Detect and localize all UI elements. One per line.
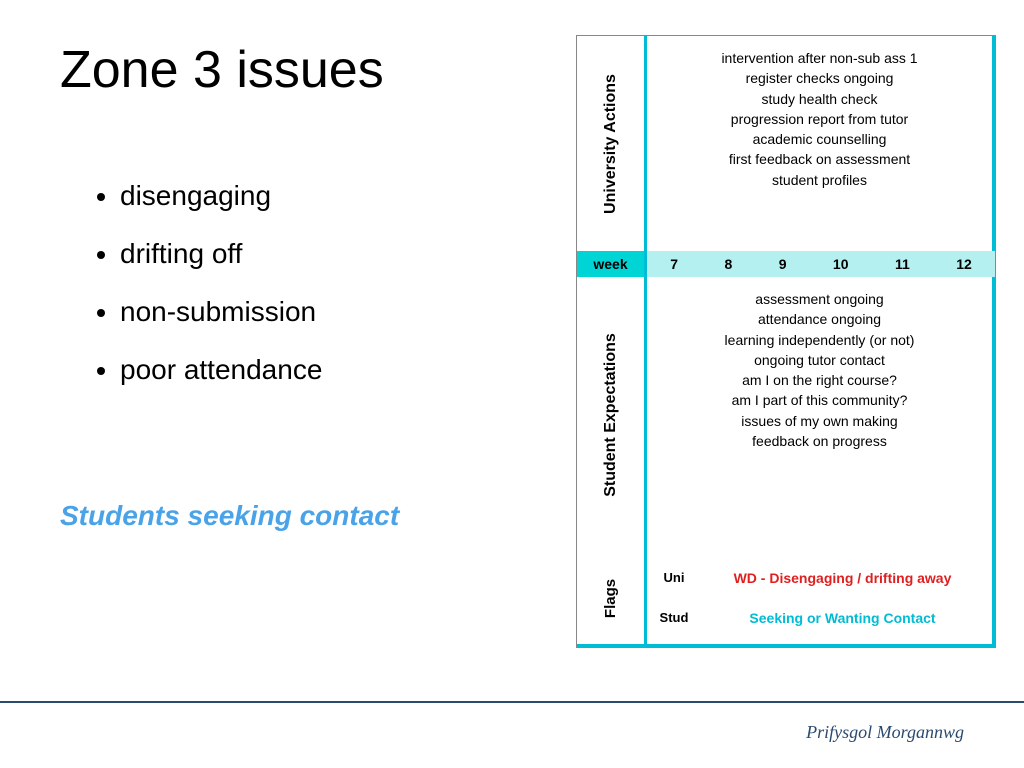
action-item: first feedback on assessment (729, 149, 910, 169)
label-flags: Flags (577, 552, 647, 647)
flag-value-stud: Seeking or Wanting Contact (697, 608, 988, 628)
expect-item: attendance ongoing (758, 309, 881, 329)
action-item: student profiles (772, 170, 867, 190)
action-item: register checks ongoing (746, 68, 894, 88)
label-university-actions: University Actions (577, 36, 647, 251)
bullet-item: non-submission (120, 296, 510, 328)
expect-item: ongoing tutor contact (754, 350, 885, 370)
row-student-expectations: Student Expectations assessment ongoing … (577, 277, 995, 552)
week-num: 7 (670, 256, 678, 272)
footer-divider (0, 701, 1024, 703)
flag-tag: Uni (651, 569, 697, 588)
label-student-expectations: Student Expectations (577, 277, 647, 552)
expect-item: am I on the right course? (742, 370, 897, 390)
action-item: academic counselling (753, 129, 887, 149)
action-item: progression report from tutor (731, 109, 908, 129)
content-university-actions: intervention after non-sub ass 1 registe… (647, 36, 995, 251)
bullet-item: poor attendance (120, 354, 510, 386)
expect-item: assessment ongoing (755, 289, 883, 309)
week-num: 12 (956, 256, 972, 272)
flag-value-uni: WD - Disengaging / drifting away (697, 568, 988, 588)
expect-item: am I part of this community? (732, 390, 908, 410)
label-text: Flags (602, 578, 619, 617)
flag-tag: Stud (651, 609, 697, 628)
week-num: 11 (895, 256, 910, 272)
issue-bullet-list: disengaging drifting off non-submission … (90, 180, 510, 412)
week-numbers: 7 8 9 10 11 12 (647, 251, 995, 277)
expect-item: feedback on progress (752, 431, 887, 451)
flag-row-uni: Uni WD - Disengaging / drifting away (651, 568, 988, 588)
week-label: week (577, 251, 647, 277)
week-num: 8 (724, 256, 732, 272)
action-item: intervention after non-sub ass 1 (721, 48, 917, 68)
week-num: 9 (779, 256, 787, 272)
row-week: week 7 8 9 10 11 12 (577, 251, 995, 277)
label-text: Student Expectations (602, 333, 620, 497)
label-text: University Actions (602, 74, 620, 214)
flag-row-stud: Stud Seeking or Wanting Contact (651, 608, 988, 628)
row-university-actions: University Actions intervention after no… (577, 36, 995, 251)
content-flags: Uni WD - Disengaging / drifting away Stu… (647, 552, 995, 647)
zone-panel: University Actions intervention after no… (576, 35, 996, 648)
bullet-item: disengaging (120, 180, 510, 212)
highlight-subtitle: Students seeking contact (60, 500, 399, 532)
row-flags: Flags Uni WD - Disengaging / drifting aw… (577, 552, 995, 647)
bullet-item: drifting off (120, 238, 510, 270)
content-student-expectations: assessment ongoing attendance ongoing le… (647, 277, 995, 552)
week-num: 10 (833, 256, 849, 272)
expect-item: issues of my own making (741, 411, 897, 431)
action-item: study health check (762, 89, 878, 109)
expect-item: learning independently (or not) (725, 330, 915, 350)
footer-university-name: Prifysgol Morgannwg (806, 722, 964, 743)
slide-title: Zone 3 issues (60, 40, 384, 100)
